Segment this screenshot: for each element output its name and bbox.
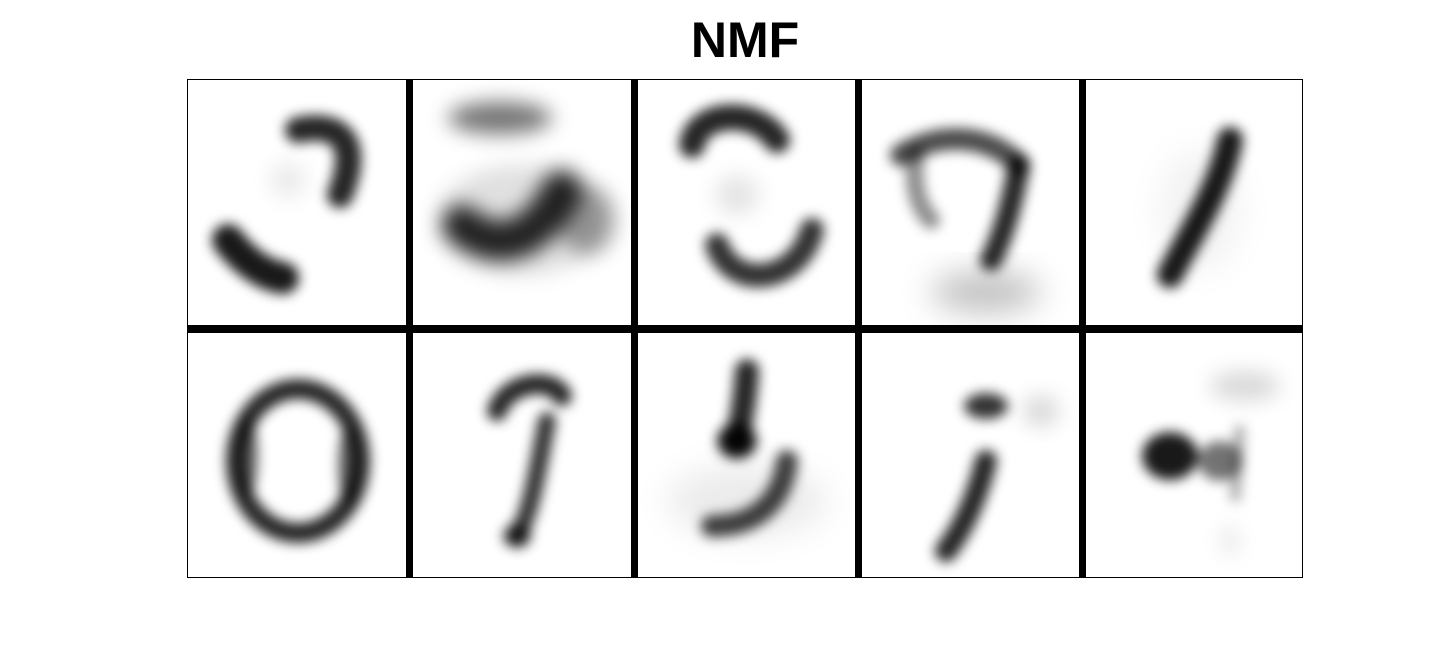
basis-tile-7 bbox=[487, 374, 572, 548]
basis-tile-10 bbox=[1142, 371, 1280, 556]
basis-tile-1 bbox=[212, 115, 362, 294]
nmf-basis-grid bbox=[187, 79, 1303, 578]
basis-tile-9 bbox=[935, 393, 1059, 562]
figure-title: NMF bbox=[690, 12, 800, 68]
basis-tile-2 bbox=[437, 102, 615, 275]
tile-separators bbox=[188, 80, 1302, 577]
basis-tile-8 bbox=[667, 359, 827, 537]
basis-tile-6 bbox=[226, 379, 370, 543]
basis-tile-5 bbox=[1157, 127, 1243, 288]
basis-tile-3 bbox=[679, 104, 824, 288]
basis-tile-4 bbox=[890, 128, 1041, 312]
nmf-basis-image bbox=[188, 80, 1302, 577]
